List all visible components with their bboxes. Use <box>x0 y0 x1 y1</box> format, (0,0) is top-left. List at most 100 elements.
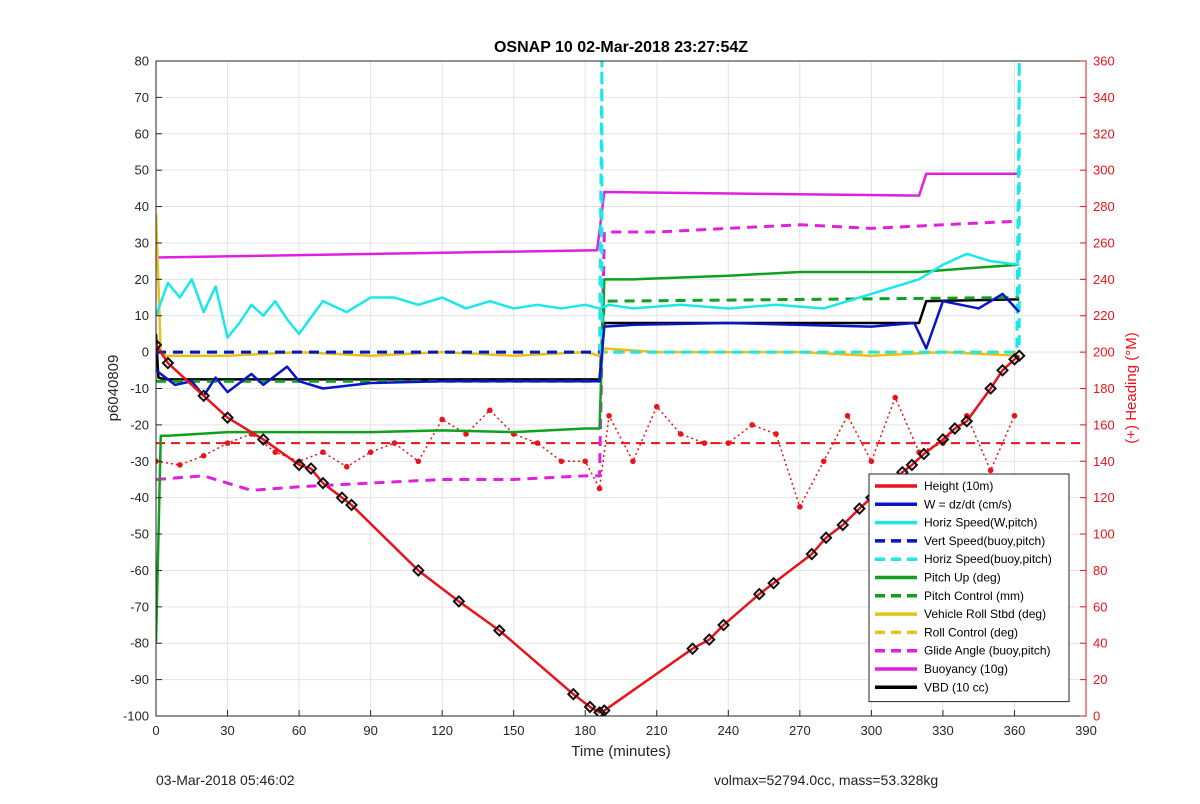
series-line-10 <box>156 172 1020 259</box>
y-axis-right-label: (+) Heading (°M) <box>1123 332 1140 443</box>
heading-point <box>320 449 326 455</box>
heading-point <box>463 431 469 437</box>
height-marker <box>853 502 866 515</box>
legend: Height (10m) W = dz/dt (cm/s) Horiz Speed(… <box>868 473 1070 703</box>
heading-point <box>343 463 350 470</box>
y-left-tick-label-18: -100 <box>123 709 149 724</box>
height-marker <box>702 633 716 646</box>
x-tick-label-7: 210 <box>646 723 668 738</box>
chart-title: OSNAP 10 02-Mar-2018 23:27:54Z <box>494 39 748 56</box>
y-left-tick-label-16: -80 <box>130 636 149 651</box>
height-marker <box>836 518 850 532</box>
heading-point <box>868 458 875 465</box>
heading-point <box>677 431 684 437</box>
legend-label-8: Roll Control (deg) <box>924 625 1018 639</box>
series-line-5 <box>156 263 1020 644</box>
y-left-tick-label-5: 30 <box>135 235 149 250</box>
footer-mass-info: volmax=52794.0cc, mass=53.328kg <box>714 772 939 788</box>
y-left-tick-label-9: -10 <box>130 381 149 396</box>
height-marker <box>936 433 950 446</box>
height-marker <box>984 382 998 395</box>
height-marker <box>492 624 506 637</box>
heading-point <box>391 440 398 446</box>
heading-series-line <box>156 395 1016 509</box>
heading-point <box>582 458 589 465</box>
height-marker <box>1008 352 1021 366</box>
y-right-tick-label-17: 20 <box>1093 672 1107 687</box>
y-left-tick-label-6: 20 <box>135 272 149 287</box>
y-left-tick-label-7: 10 <box>135 308 149 323</box>
x-tick-label-12: 360 <box>1004 723 1026 738</box>
y-right-tick-label-15: 60 <box>1093 599 1107 614</box>
y-left-tick-label-3: 50 <box>135 163 149 178</box>
x-axis-label: Time (minutes) <box>571 743 670 760</box>
heading-point <box>653 403 660 410</box>
heading-point <box>797 503 803 510</box>
y-left-tick-label-14: -60 <box>130 563 149 578</box>
x-tick-label-1: 30 <box>220 723 234 738</box>
legend-label-7: Vehicle Roll Stbd (deg) <box>924 607 1046 621</box>
y-left-tick-label-15: -70 <box>130 599 149 614</box>
y-right-tick-label-13: 100 <box>1093 527 1115 542</box>
heading-point <box>200 453 207 459</box>
height-marker <box>583 700 597 714</box>
y-left-tick-label-2: 60 <box>135 126 149 141</box>
height-marker <box>948 422 962 435</box>
series-line-1 <box>156 292 1021 398</box>
heading-point <box>487 407 493 414</box>
legend-label-5: Pitch Up (deg) <box>924 571 1001 585</box>
height-marker <box>345 498 358 512</box>
height-marker <box>752 587 766 601</box>
y-right-tick-label-7: 220 <box>1093 308 1115 323</box>
x-tick-label-6: 180 <box>574 723 596 738</box>
heading-point <box>844 412 851 419</box>
series-clip <box>156 61 1086 716</box>
x-tick-label-9: 270 <box>789 723 811 738</box>
y-right-tick-label-14: 80 <box>1093 563 1107 578</box>
height-marker <box>256 433 270 446</box>
y-right-tick-label-10: 160 <box>1093 417 1115 432</box>
height-marker <box>161 356 175 370</box>
x-tick-label-4: 120 <box>431 723 453 738</box>
x-tick-label-5: 150 <box>503 723 525 738</box>
axes: 0 30 60 90 120 150 180 210 240 270 300 330 360 390807… <box>123 54 1115 739</box>
y-right-tick-label-4: 280 <box>1093 199 1115 214</box>
height-marker <box>452 594 466 608</box>
y-right-tick-label-0: 360 <box>1093 54 1115 69</box>
height-marker <box>566 687 580 701</box>
legend-box <box>868 473 1070 703</box>
heading-point <box>439 416 445 423</box>
heading-point <box>820 458 827 465</box>
height-marker <box>917 447 931 461</box>
heading-point <box>701 440 708 446</box>
x-tick-label-3: 90 <box>363 723 377 738</box>
heading-point <box>606 412 612 419</box>
heading-point <box>367 449 374 455</box>
footer-timestamp: 03-Mar-2018 05:46:02 <box>156 772 295 788</box>
height-marker <box>686 642 699 656</box>
height-marker <box>960 414 974 428</box>
heading-point <box>630 458 636 465</box>
heading-point <box>749 422 755 428</box>
heading-point <box>725 440 732 446</box>
heading-point <box>558 458 565 465</box>
y-right-tick-label-5: 260 <box>1093 235 1115 250</box>
height-marker <box>717 618 730 632</box>
y-right-tick-label-6: 240 <box>1093 272 1115 287</box>
legend-label-1: W = dz/dt (cm/s) <box>924 497 1012 511</box>
heading-point <box>177 462 183 468</box>
y-right-tick-label-16: 40 <box>1093 636 1107 651</box>
heading-point <box>1011 412 1018 419</box>
x-tick-label-10: 300 <box>861 723 883 738</box>
y-left-tick-label-10: -20 <box>130 417 149 432</box>
heading-point <box>272 449 279 455</box>
legend-label-9: Glide Angle (buoy,pitch) <box>924 644 1051 658</box>
legend-label-4: Horiz Speed(buoy,pitch) <box>924 552 1052 566</box>
heading-point <box>224 440 231 446</box>
height-marker <box>156 338 163 352</box>
legend-label-6: Pitch Control (mm) <box>924 589 1024 603</box>
series-line-9 <box>156 219 1020 492</box>
height-marker <box>304 462 318 475</box>
x-tick-label-11: 330 <box>932 723 954 738</box>
y-left-tick-label-17: -90 <box>130 672 149 687</box>
